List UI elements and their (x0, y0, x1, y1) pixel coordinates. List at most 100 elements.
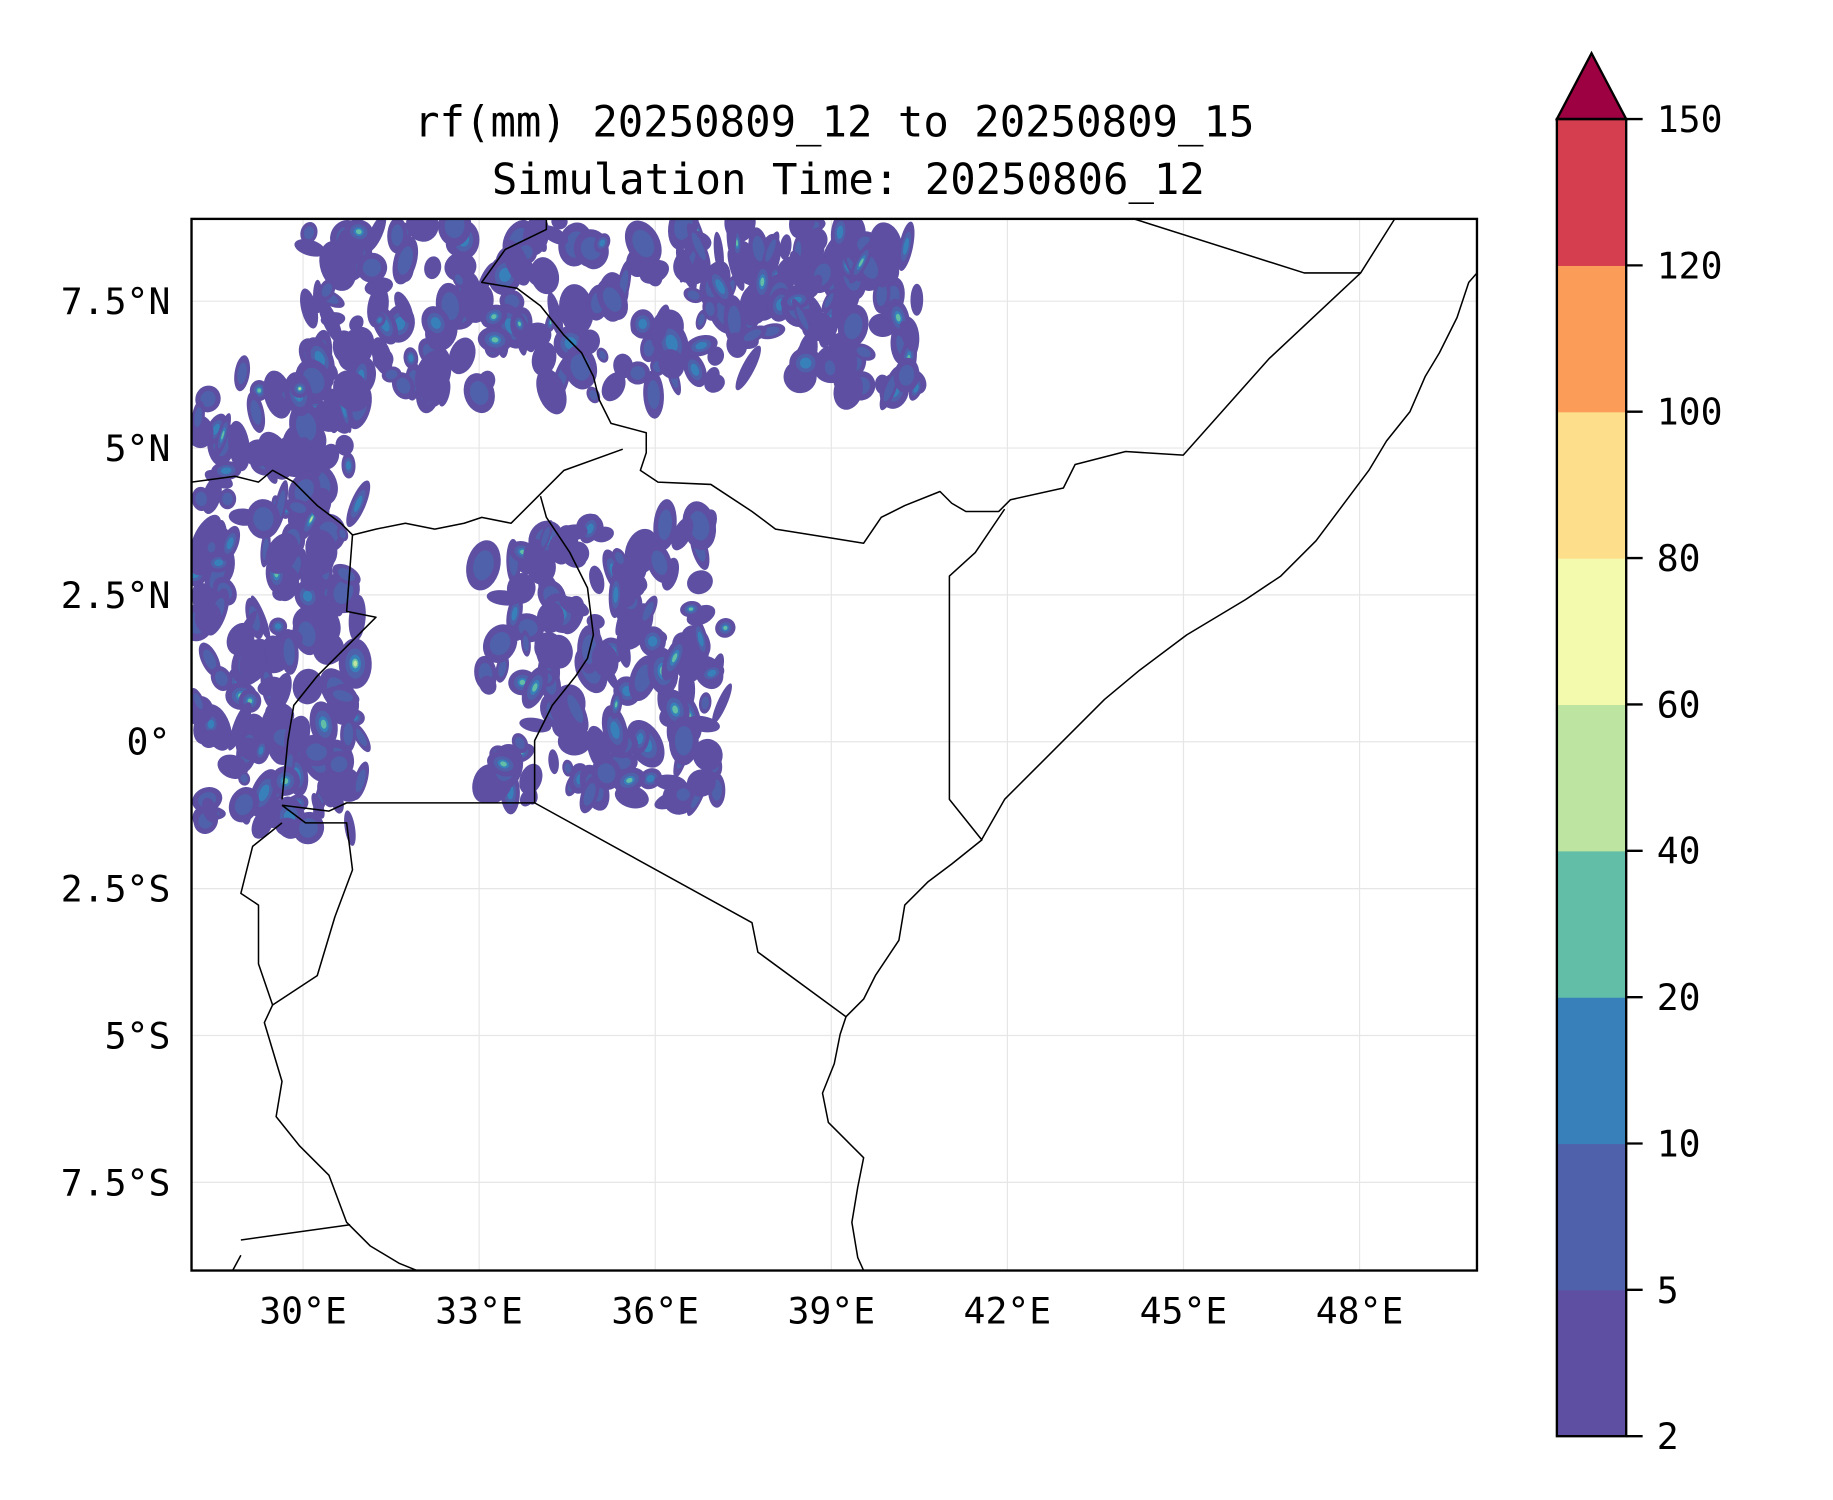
border-line (480, 218, 1396, 544)
rain-contour-2-5mm (899, 320, 917, 352)
chart-title: rf(mm) 20250809_12 to 20250809_15 (414, 98, 1254, 147)
border-line (281, 802, 535, 812)
y-tick-label: 2.5°S (61, 868, 171, 911)
colorbar-tick-label: 100 (1657, 391, 1723, 434)
rain-contour-10-20mm (303, 590, 313, 602)
rain-contour-5-10mm (752, 235, 765, 262)
rain-contour-2-5mm (547, 292, 564, 337)
colorbar-segment (1556, 850, 1627, 998)
rain-contour-5-10mm (240, 774, 248, 783)
x-axis-ticks: 30°E 33°E 36°E 39°E 42°E 45°E 48°E (259, 1289, 1403, 1332)
rain-contour-2-5mm (531, 341, 557, 376)
rain-contour-10-20mm (613, 586, 619, 603)
rain-contour-20-40mm (672, 653, 678, 663)
rain-contour-5-10mm (283, 638, 295, 666)
colorbar-tick-label: 150 (1657, 98, 1723, 141)
rain-contour-5-10mm (222, 492, 233, 506)
border-line (1133, 218, 1361, 274)
colorbar-tick-label: 80 (1657, 537, 1701, 580)
rain-contour-2-5mm (448, 337, 476, 375)
rain-contour-2-5mm (556, 525, 579, 554)
x-tick-label: 36°E (611, 1289, 699, 1332)
rain-contour-2-5mm (265, 532, 299, 574)
rain-contour-2-5mm (675, 245, 697, 291)
rain-contour-2-5mm (551, 218, 568, 230)
rain-contour-2-5mm (294, 239, 326, 257)
rain-contour-2-5mm (536, 601, 565, 633)
rain-contour-5-10mm (214, 671, 228, 687)
rain-contour-5-10mm (295, 411, 317, 442)
rain-contour-2-5mm (201, 797, 218, 823)
x-tick-label: 48°E (1316, 1289, 1404, 1332)
rain-contour-5-10mm (642, 601, 654, 621)
rain-contour-20-40mm (247, 698, 253, 704)
rain-contour-20-40mm (626, 777, 633, 783)
rain-contour-20-40mm (491, 337, 499, 343)
rain-contour-2-5mm (910, 283, 924, 316)
rain-contour-2-5mm (523, 539, 542, 563)
colorbar-extend-max-triangle (1554, 50, 1629, 121)
x-tick-label: 33°E (435, 1289, 523, 1332)
rain-contour-10-20mm (430, 317, 441, 329)
rain-contour-10-20mm (354, 495, 363, 512)
rain-contour-5-10mm (397, 246, 413, 275)
rain-contour-5-10mm (306, 743, 327, 761)
rain-contour-2-5mm (601, 372, 626, 402)
colorbar-tick-label: 40 (1657, 830, 1701, 873)
rain-contour-2-5mm (589, 565, 605, 595)
rain-contour-5-10mm (303, 226, 315, 240)
border-line (240, 822, 283, 1006)
rain-contour-40-60mm (298, 387, 301, 390)
rain-contour-2-5mm (275, 817, 299, 836)
rain-contour-2-5mm (348, 594, 366, 642)
rain-contour-10-20mm (697, 631, 704, 647)
border-line (263, 1004, 418, 1271)
rain-contour-5-10mm (762, 326, 780, 337)
rain-contour-10-20mm (408, 354, 414, 362)
rain-contour-5-10mm (615, 552, 624, 564)
rain-contour-2-5mm (239, 645, 267, 683)
rain-contour-5-10mm (515, 737, 525, 750)
rain-contour-5-10mm (697, 313, 705, 326)
rain-contour-10-20mm (258, 784, 270, 802)
rain-contour-2-5mm (559, 284, 594, 335)
rain-contour-10-20mm (207, 719, 215, 729)
rain-contour-2-5mm (228, 420, 251, 472)
rain-contour-2-5mm (299, 449, 335, 471)
rain-contour-2-5mm (320, 312, 346, 327)
rain-contour-20-40mm (519, 679, 526, 685)
rain-contour-2-5mm (685, 715, 720, 733)
border-line (240, 1223, 351, 1241)
rain-contour-10-20mm (377, 317, 382, 323)
rain-contour-5-10mm (643, 339, 655, 357)
rain-contour-2-5mm (394, 291, 414, 324)
rain-contour-5-10mm (337, 568, 355, 582)
colorbar-tick-label: 2 (1657, 1415, 1679, 1458)
rain-contour-10-20mm (636, 733, 644, 745)
colorbar-segment (1556, 411, 1627, 559)
rain-contour-2-5mm (536, 368, 567, 415)
rain-contour-2-5mm (735, 345, 761, 391)
rain-contour-5-10mm (498, 659, 507, 678)
rain-contour-5-10mm (253, 507, 274, 531)
colorbar-tick-label: 120 (1657, 244, 1723, 287)
rain-contour-5-10mm (705, 301, 715, 317)
rain-contour-5-10mm (355, 728, 367, 747)
rain-contour-2-5mm (591, 642, 619, 678)
rain-contour-2-5mm (658, 349, 685, 379)
chart-subtitle: Simulation Time: 20250806_12 (492, 155, 1205, 204)
rain-contour-5-10mm (362, 258, 382, 277)
rain-contour-5-10mm (743, 329, 762, 342)
rain-contour-2-5mm (711, 683, 732, 725)
rain-contour-2-5mm (692, 738, 723, 771)
y-tick-label: 7.5°S (61, 1161, 171, 1204)
rain-contour-5-10mm (454, 274, 464, 285)
rain-contour-2-5mm (548, 749, 559, 775)
rain-contour-20-40mm (672, 705, 679, 714)
rain-contour-10-20mm (214, 559, 224, 567)
rain-contour-5-10mm (701, 696, 709, 710)
rain-contour-20-40mm (257, 388, 262, 393)
rain-contour-5-10mm (330, 756, 348, 773)
rain-contour-2-5mm (194, 601, 222, 635)
